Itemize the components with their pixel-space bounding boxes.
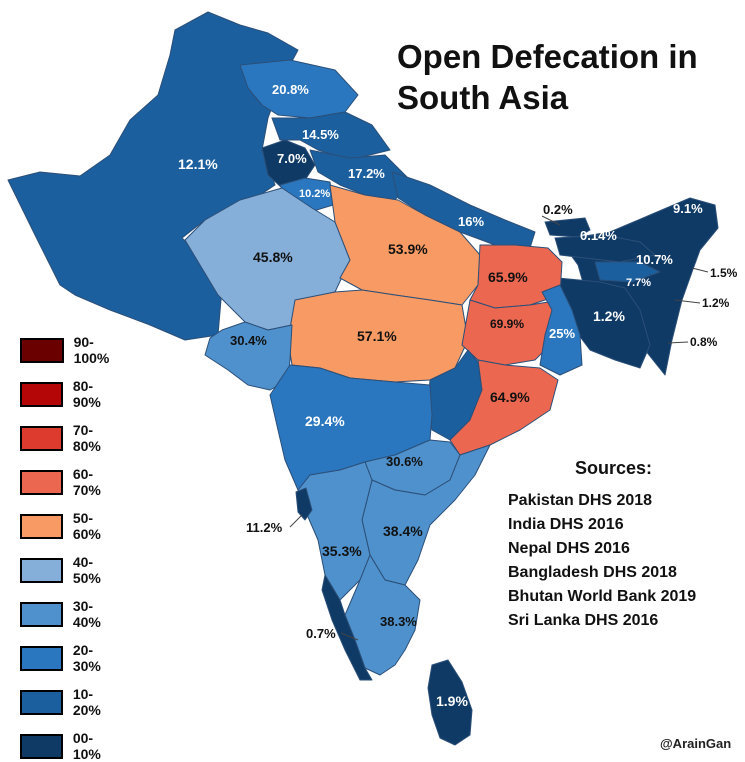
source-item: Pakistan DHS 2018	[508, 492, 653, 509]
source-item: Bangladesh DHS 2018	[508, 564, 677, 581]
legend-label: 00-10%	[72, 730, 101, 762]
legend-swatch	[20, 513, 63, 539]
region-sri-lanka	[427, 659, 473, 746]
legend-swatch	[20, 557, 63, 583]
region-goa	[295, 487, 313, 521]
label-karnataka: 35.3%	[322, 543, 362, 559]
label-bhutan: 0.2%	[543, 202, 573, 217]
legend-label: 40-50%	[72, 554, 101, 586]
label-himachal: 17.2%	[348, 166, 385, 181]
legend-swatch	[20, 601, 63, 627]
legend-label: 60-70%	[72, 466, 101, 498]
label-bihar: 65.9%	[488, 269, 528, 285]
label-gujarat: 30.4%	[230, 333, 267, 348]
label-odisha: 64.9%	[490, 389, 530, 405]
legend-swatch	[20, 337, 64, 363]
label-assam: 0.14%	[580, 228, 617, 243]
label-jharkhand: 69.9%	[490, 317, 524, 331]
legend-label: 20-30%	[72, 642, 101, 674]
label-west-bengal: 25%	[549, 326, 575, 341]
legend-swatch	[20, 733, 63, 759]
label-jammu-kashmir: 14.5%	[302, 127, 339, 142]
legend-swatch	[20, 689, 63, 715]
region-jammu-kashmir	[271, 111, 391, 161]
label-punjab-india: 7.0%	[277, 151, 307, 166]
label-mizoram: 0.8%	[690, 335, 718, 349]
legend-label: 10-20%	[72, 686, 101, 718]
label-bangladesh: 1.2%	[593, 308, 625, 324]
region-west-bengal	[539, 284, 583, 376]
source-item: Bhutan World Bank 2019	[508, 588, 697, 605]
label-nepal: 16%	[458, 214, 484, 229]
author-credit: @ArainGan	[660, 736, 732, 751]
label-telangana: 30.6%	[386, 454, 423, 469]
label-meghalaya: 10.7%	[636, 252, 673, 267]
legend-swatch	[20, 645, 63, 671]
label-pakistan: 12.1%	[178, 156, 218, 172]
legend-item: 20-30%	[20, 642, 111, 674]
legend-item: 60-70%	[20, 466, 111, 498]
label-arunachal: 9.1%	[673, 201, 703, 216]
source-item: Sri Lanka DHS 2016	[508, 612, 659, 629]
region-assam	[554, 234, 656, 263]
region-punjab-india	[261, 139, 316, 189]
legend-swatch	[20, 469, 63, 495]
region-kerala	[321, 574, 373, 681]
legend-item: 40-50%	[20, 554, 111, 586]
map-title-line-1: Open Defecation in	[397, 38, 698, 75]
source-item: Nepal DHS 2016	[508, 540, 630, 557]
legend-item: 00-10%	[20, 730, 111, 762]
region-odisha	[449, 359, 559, 456]
legend-item: 50-60%	[20, 510, 111, 542]
label-nagaland: 1.5%	[710, 266, 738, 280]
legend-item: 80-90%	[20, 378, 111, 410]
label-rajasthan: 45.8%	[253, 249, 293, 265]
sources-heading: Sources:	[575, 458, 653, 478]
label-maharashtra: 29.4%	[305, 413, 345, 429]
legend-label: 70-80%	[72, 422, 101, 454]
legend-item: 70-80%	[20, 422, 111, 454]
label-manipur: 1.2%	[702, 296, 730, 310]
legend-label: 30-40%	[72, 598, 101, 630]
region-bihar	[469, 244, 563, 309]
legend-item: 30-40%	[20, 598, 111, 630]
label-sri-lanka: 1.9%	[436, 693, 468, 709]
label-kerala: 0.7%	[306, 626, 336, 641]
map-title: Open Defecation in South Asia	[397, 36, 698, 118]
region-meghalaya	[594, 261, 661, 283]
label-goa: 11.2%	[246, 520, 283, 535]
legend-swatch	[20, 425, 63, 451]
label-uttar-pradesh: 53.9%	[388, 241, 428, 257]
label-madhya-pradesh: 57.1%	[357, 328, 397, 344]
label-haryana: 10.2%	[299, 188, 330, 200]
legend-item: 90-100%	[20, 334, 119, 366]
legend-label: 80-90%	[72, 378, 101, 410]
label-andhra-pradesh: 38.4%	[383, 523, 423, 539]
map-title-line-2: South Asia	[397, 79, 569, 116]
legend-item: 10-20%	[20, 686, 111, 718]
source-item: India DHS 2016	[508, 516, 624, 533]
label-gilgit-baltistan: 20.8%	[272, 82, 309, 97]
label-tamil-nadu: 38.3%	[380, 614, 417, 629]
label-tripura: 7.7%	[626, 277, 651, 289]
legend-label: 50-60%	[72, 510, 101, 542]
legend-label: 90-100%	[73, 334, 110, 366]
legend-swatch	[20, 381, 63, 407]
